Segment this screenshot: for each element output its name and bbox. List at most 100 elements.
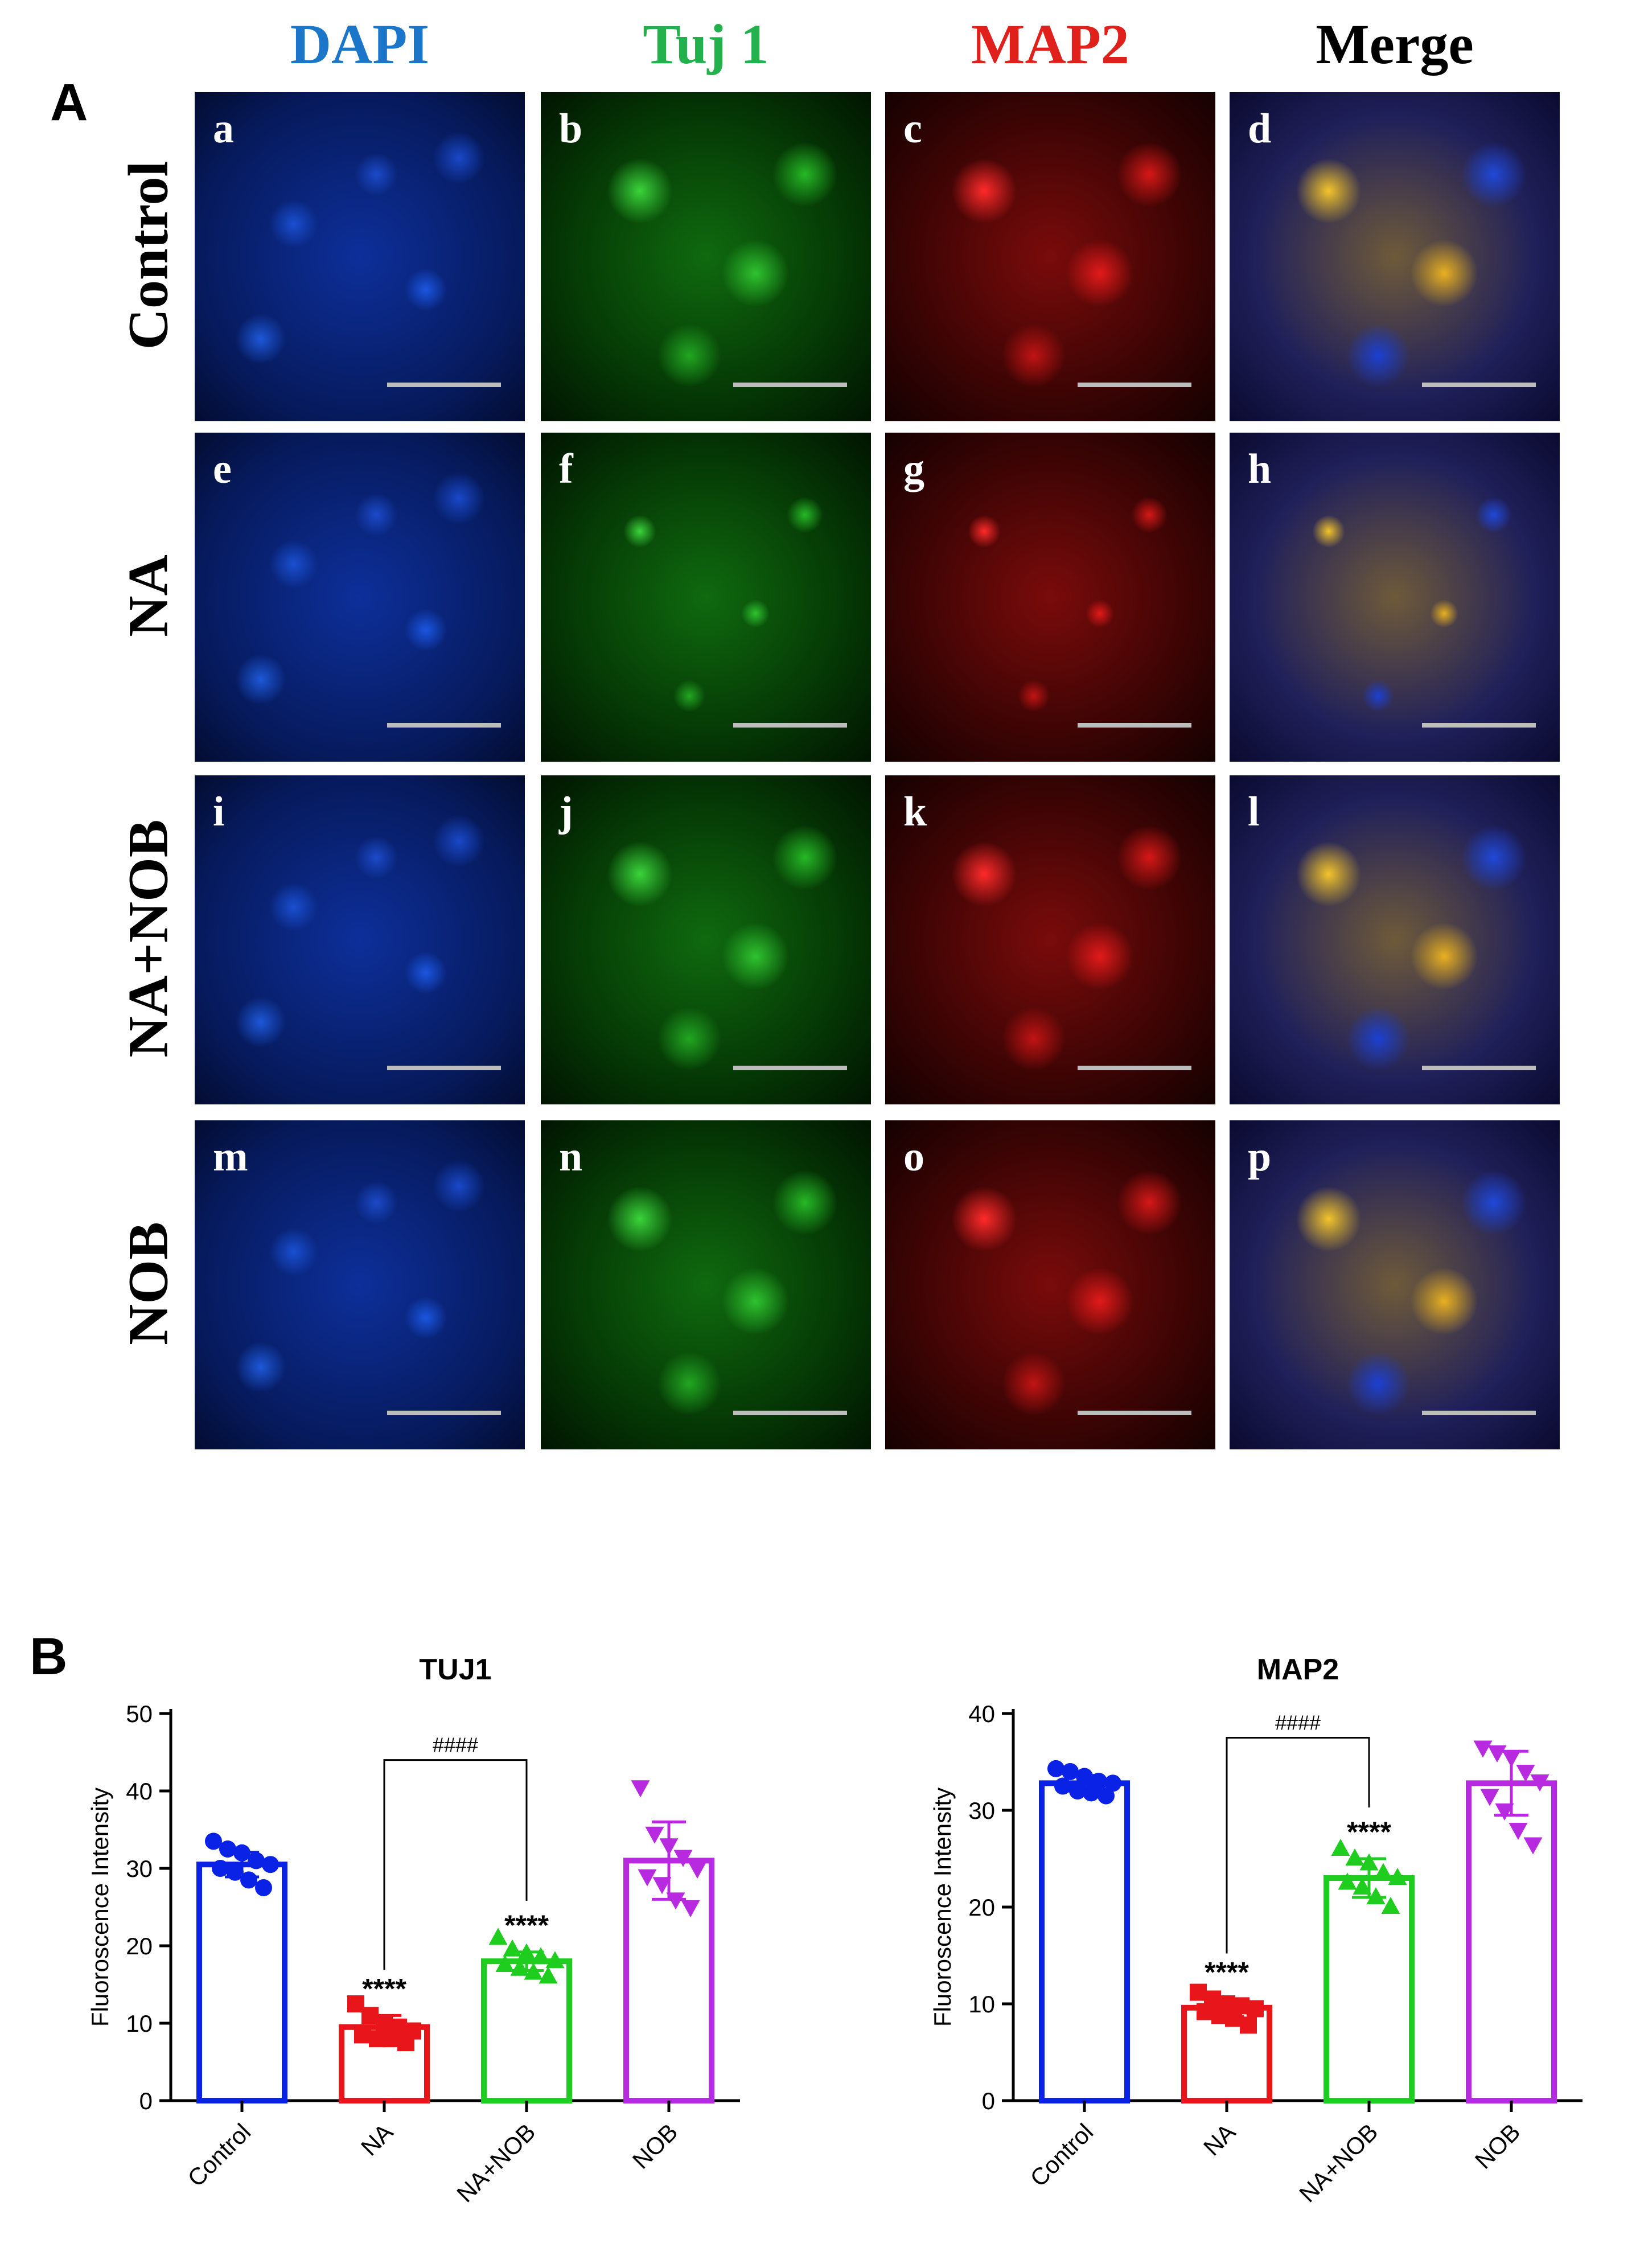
- data-point: [659, 1838, 679, 1856]
- micrograph-tile-d: d: [1230, 92, 1560, 421]
- data-point: [1240, 2016, 1257, 2034]
- data-point: [1083, 1784, 1100, 1802]
- tile-letter: n: [559, 1133, 583, 1180]
- tile-letter: h: [1248, 446, 1272, 492]
- data-point: [1509, 1823, 1528, 1840]
- scale-bar: [1078, 723, 1191, 728]
- data-point: [510, 1958, 529, 1976]
- data-point: [1076, 1768, 1093, 1785]
- micrograph-tile-l: l: [1230, 775, 1560, 1104]
- significance-label: ****: [504, 1909, 549, 1941]
- scale-bar: [1078, 1411, 1191, 1415]
- y-tick-label: 30: [968, 1797, 995, 1824]
- x-tick-label: Control: [182, 2118, 256, 2192]
- y-tick-label: 0: [139, 2088, 153, 2114]
- data-point: [1516, 1765, 1535, 1782]
- tile-letter: d: [1248, 105, 1272, 152]
- data-point: [248, 1852, 265, 1870]
- data-point: [1530, 1774, 1549, 1792]
- tile-letter: k: [903, 788, 927, 835]
- data-point: [539, 1966, 558, 1984]
- data-point: [1345, 1848, 1364, 1866]
- row-label-na: NA: [116, 554, 180, 637]
- data-point: [1047, 1760, 1064, 1777]
- data-point: [1473, 1740, 1493, 1758]
- column-header-merge: Merge: [1316, 13, 1474, 76]
- data-point: [1062, 1763, 1079, 1780]
- y-axis-label: Fluoroscence Intensity: [929, 1788, 956, 2027]
- tile-letter: o: [903, 1133, 924, 1180]
- tile-letter: p: [1248, 1133, 1272, 1180]
- data-point: [227, 1863, 244, 1881]
- data-point: [1359, 1853, 1379, 1871]
- tile-letter: b: [559, 105, 583, 152]
- data-point: [638, 1869, 657, 1887]
- y-axis-label: Fluoroscence Intensity: [87, 1788, 113, 2027]
- data-point: [1098, 1787, 1115, 1805]
- data-point: [1487, 1745, 1507, 1762]
- chart-title: TUJ1: [419, 1653, 491, 1686]
- data-point: [397, 2034, 414, 2051]
- tile-letter: i: [213, 788, 225, 835]
- data-point: [1388, 1868, 1407, 1885]
- data-point: [1054, 1777, 1071, 1795]
- data-point: [233, 1844, 250, 1862]
- data-point: [503, 1939, 522, 1957]
- data-point: [1104, 1774, 1121, 1792]
- data-point: [666, 1892, 685, 1910]
- tile-letter: e: [213, 446, 232, 492]
- scale-bar: [1422, 1411, 1536, 1415]
- column-header-tuj-1: Tuj 1: [643, 13, 769, 76]
- comparison-bracket: [383, 1759, 528, 1970]
- data-point: [383, 2030, 400, 2048]
- chart-title: MAP2: [1257, 1653, 1339, 1686]
- micrograph-tile-n: n: [541, 1120, 871, 1449]
- scale-bar: [387, 1411, 501, 1415]
- micrograph-tile-h: h: [1230, 433, 1560, 762]
- scale-bar: [1078, 383, 1191, 387]
- micrograph-tile-m: m: [195, 1120, 525, 1449]
- x-tick-label: NA+NOB: [1294, 2118, 1383, 2207]
- significance-label: ****: [1205, 1957, 1249, 1988]
- data-point: [1480, 1789, 1499, 1806]
- data-point: [1069, 1782, 1086, 1799]
- panel-b-label: B: [30, 1628, 68, 1686]
- data-point: [495, 1955, 515, 1972]
- tile-letter: f: [559, 446, 573, 492]
- row-label-nob: NOB: [116, 1222, 180, 1345]
- y-tick-label: 20: [968, 1894, 995, 1921]
- tile-letter: c: [903, 105, 922, 152]
- micrograph-tile-f: f: [541, 433, 871, 762]
- micrograph-tile-o: o: [885, 1120, 1215, 1449]
- bracket-label: ####: [1275, 1711, 1321, 1735]
- micrograph-tile-a: a: [195, 92, 525, 421]
- y-tick-label: 50: [126, 1700, 153, 1727]
- data-point: [531, 1947, 550, 1965]
- scale-bar: [387, 383, 501, 387]
- significance-label: ****: [362, 1973, 406, 2004]
- scale-bar: [1422, 1066, 1536, 1070]
- data-point: [255, 1879, 272, 1896]
- data-point: [1381, 1897, 1400, 1914]
- scale-bar: [733, 383, 847, 387]
- data-point: [1225, 2010, 1242, 2027]
- data-point: [1353, 1877, 1372, 1895]
- y-tick-label: 40: [968, 1700, 995, 1727]
- y-tick-label: 0: [982, 2088, 995, 2114]
- x-tick-label: NA: [1198, 2118, 1241, 2161]
- data-point: [488, 1928, 508, 1945]
- column-header-map2: MAP2: [971, 13, 1129, 76]
- x-tick-label: NOB: [627, 2118, 683, 2174]
- bar-control: [196, 1862, 287, 2103]
- data-point: [1523, 1837, 1543, 1855]
- x-tick-label: NOB: [1470, 2118, 1526, 2174]
- scale-bar: [387, 723, 501, 728]
- bar-na-plus-nob: [1323, 1875, 1415, 2103]
- y-tick-label: 30: [126, 1855, 153, 1882]
- tile-letter: l: [1248, 788, 1260, 835]
- comparison-bracket: [1226, 1737, 1370, 1954]
- data-point: [688, 1862, 707, 1879]
- scale-bar: [733, 723, 847, 728]
- scale-bar: [733, 1066, 847, 1070]
- row-label-control: Control: [116, 161, 180, 350]
